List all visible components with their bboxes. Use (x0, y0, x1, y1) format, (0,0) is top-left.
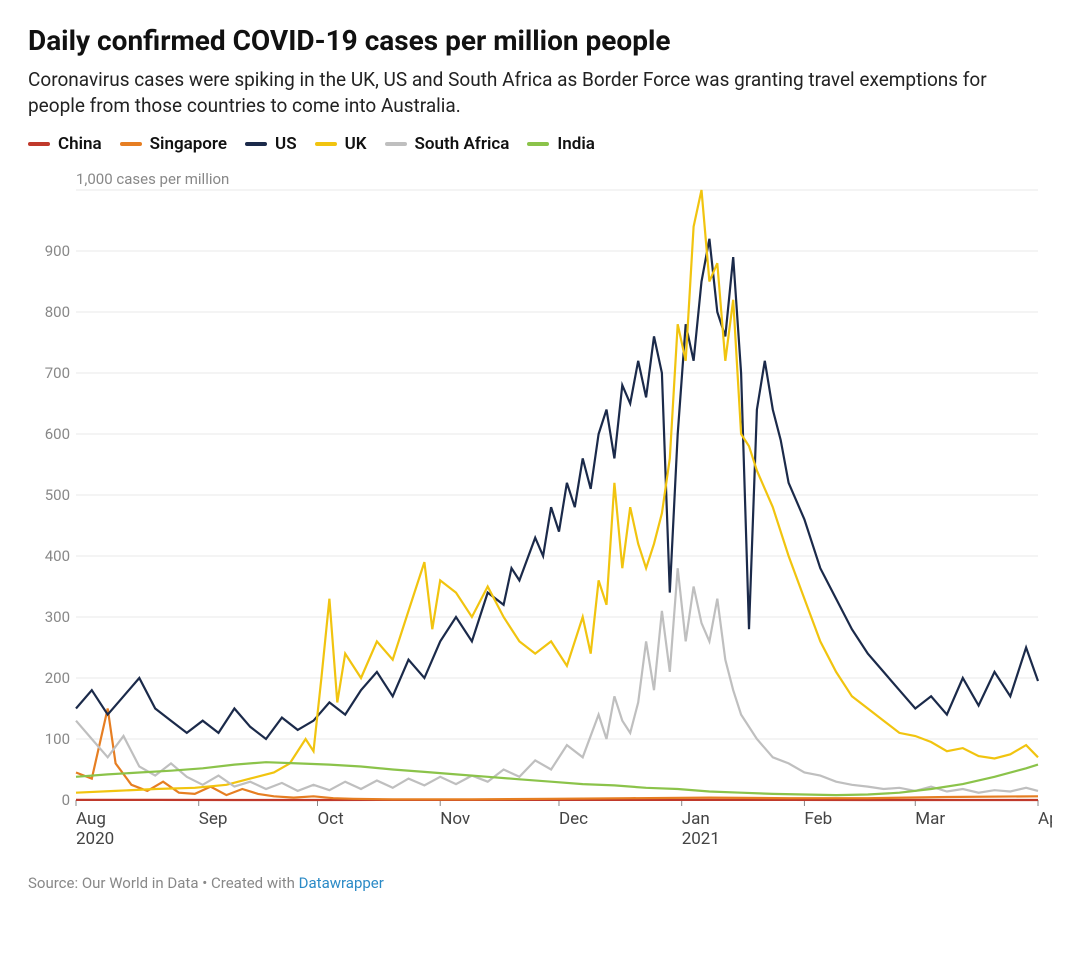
x-tick-year: 2020 (76, 829, 114, 849)
legend-label: India (557, 134, 595, 154)
chart-footer: Source: Our World in Data • Created with… (28, 874, 1052, 892)
y-tick-label: 600 (45, 425, 70, 443)
legend-item-us: US (245, 134, 297, 154)
legend-item-south-africa: South Africa (385, 134, 510, 154)
x-tick-label: Mar (915, 809, 945, 829)
legend-item-singapore: Singapore (120, 134, 227, 154)
series-uk (76, 190, 1038, 793)
x-tick-label: Jan (682, 809, 710, 829)
gridlines (76, 190, 1038, 800)
legend-label: China (58, 134, 102, 154)
legend-swatch (527, 142, 549, 146)
chart-title: Daily confirmed COVID-19 cases per milli… (28, 24, 1052, 57)
y-tick-label: 200 (45, 669, 70, 687)
series-south-africa (76, 568, 1038, 793)
legend-label: UK (345, 134, 367, 154)
y-tick-label: 500 (45, 486, 70, 504)
legend-label: US (275, 134, 297, 154)
series-us (76, 239, 1038, 739)
legend-swatch (120, 142, 142, 146)
x-tick-year: 2021 (682, 829, 720, 849)
legend-label: South Africa (415, 134, 510, 154)
legend-swatch (385, 142, 407, 146)
x-axis: Aug2020 Sep Oct Nov Dec Jan2021 Feb Mar Apr (76, 800, 1052, 849)
y-axis: 0 100 200 300 400 500 600 700 800 900 1,000 cases … (45, 170, 230, 809)
y-tick-label: 100 (45, 730, 70, 748)
legend-item-uk: UK (315, 134, 367, 154)
line-chart: 0 100 200 300 400 500 600 700 800 900 1,000 cases … (28, 160, 1052, 860)
legend-item-china: China (28, 134, 102, 154)
y-tick-label: 800 (45, 303, 70, 321)
legend-swatch (315, 142, 337, 146)
x-tick-label: Oct (317, 809, 343, 829)
legend-swatch (245, 142, 267, 146)
x-tick-label: Apr (1038, 809, 1052, 829)
x-tick-label: Aug (76, 809, 106, 829)
y-tick-label: 0 (62, 791, 70, 809)
series-india (76, 762, 1038, 795)
x-tick-label: Feb (804, 809, 832, 829)
y-tick-label: 900 (45, 242, 70, 260)
y-tick-label: 1,000 cases per million (76, 170, 229, 188)
y-tick-label: 700 (45, 364, 70, 382)
y-tick-label: 400 (45, 547, 70, 565)
source-text: Source: Our World in Data • Created with (28, 874, 299, 892)
x-tick-label: Dec (559, 809, 588, 829)
legend-swatch (28, 142, 50, 146)
chart-subtitle: Coronavirus cases were spiking in the UK… (28, 67, 1028, 118)
y-tick-label: 300 (45, 608, 70, 626)
legend-item-india: India (527, 134, 595, 154)
x-tick-label: Nov (440, 809, 470, 829)
x-tick-label: Sep (199, 809, 228, 829)
legend: China Singapore US UK South Africa India (28, 134, 1052, 154)
legend-label: Singapore (150, 134, 227, 154)
datawrapper-link[interactable]: Datawrapper (299, 874, 384, 892)
